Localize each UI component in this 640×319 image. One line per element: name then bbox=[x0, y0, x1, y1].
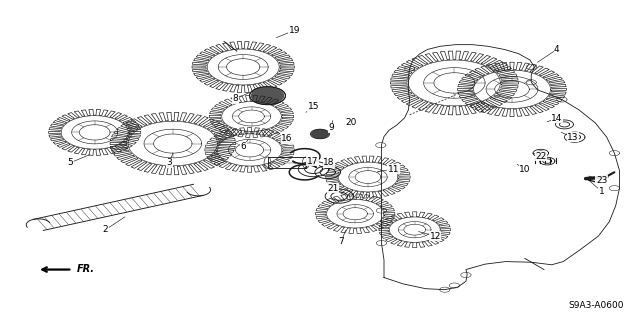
Text: 5: 5 bbox=[68, 158, 73, 167]
Text: 14: 14 bbox=[551, 114, 563, 122]
Text: 22: 22 bbox=[535, 152, 547, 161]
Text: 6: 6 bbox=[241, 142, 246, 151]
Text: 17: 17 bbox=[307, 157, 318, 166]
Text: 16: 16 bbox=[281, 134, 292, 143]
Text: 19: 19 bbox=[289, 26, 300, 35]
Circle shape bbox=[312, 130, 328, 138]
Text: 21: 21 bbox=[327, 184, 339, 193]
Text: 12: 12 bbox=[429, 232, 441, 241]
Text: 8: 8 bbox=[233, 94, 238, 103]
Text: 9: 9 bbox=[328, 123, 333, 132]
Text: 18: 18 bbox=[323, 158, 335, 167]
Text: 2: 2 bbox=[103, 225, 108, 234]
Text: 13: 13 bbox=[567, 133, 579, 142]
Text: 3: 3 bbox=[167, 158, 172, 167]
Text: 10: 10 bbox=[519, 165, 531, 174]
Text: S9A3-A0600: S9A3-A0600 bbox=[568, 301, 624, 310]
Text: 1: 1 bbox=[599, 187, 604, 196]
Text: 15: 15 bbox=[308, 102, 319, 111]
Text: FR.: FR. bbox=[77, 264, 95, 274]
Text: 4: 4 bbox=[554, 45, 559, 54]
Text: 20: 20 bbox=[345, 118, 356, 127]
Circle shape bbox=[252, 88, 284, 104]
Text: 7: 7 bbox=[339, 237, 344, 246]
Text: 23: 23 bbox=[596, 176, 607, 185]
Text: 11: 11 bbox=[388, 165, 399, 174]
